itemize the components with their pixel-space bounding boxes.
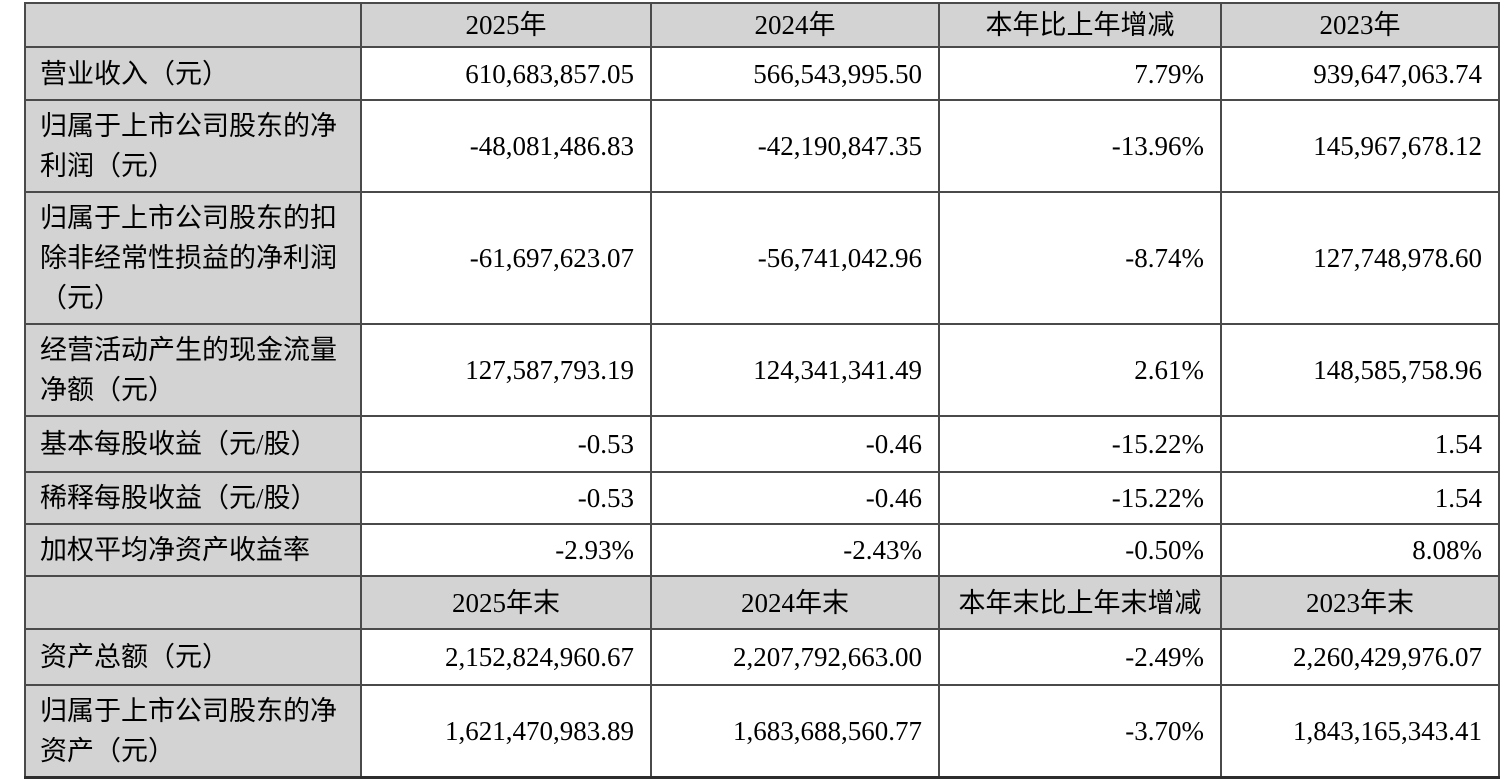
financial-summary-sheet: 2025年 2024年 本年比上年增减 2023年 营业收入（元） 610,68… — [24, 2, 1500, 779]
value-change: -0.50% — [938, 523, 1222, 577]
value-2024: -0.46 — [650, 471, 940, 525]
annual-header-2024: 2024年 — [650, 2, 940, 48]
value-2024: 124,341,341.49 — [650, 323, 940, 417]
row-label: 经营活动产生的现金流量净额（元） — [24, 323, 362, 417]
value-2025: 127,587,793.19 — [360, 323, 652, 417]
key-financials-table: 2025年 2024年 本年比上年增减 2023年 营业收入（元） 610,68… — [24, 2, 1500, 779]
annual-header-2025: 2025年 — [360, 2, 652, 48]
row-label: 归属于上市公司股东的净资产（元） — [24, 684, 362, 779]
eoy-header-row: 2025年末 2024年末 本年末比上年末增减 2023年末 — [24, 575, 1500, 630]
value-change: -8.74% — [938, 191, 1222, 325]
value-2024: -56,741,042.96 — [650, 191, 940, 325]
table-row-total-assets: 资产总额（元） 2,152,824,960.67 2,207,792,663.0… — [24, 628, 1500, 686]
annual-header-row: 2025年 2024年 本年比上年增减 2023年 — [24, 2, 1500, 48]
annual-header-2023: 2023年 — [1220, 2, 1500, 48]
row-label: 基本每股收益（元/股） — [24, 415, 362, 473]
value-change: 2.61% — [938, 323, 1222, 417]
row-label: 营业收入（元） — [24, 46, 362, 101]
value-2023: 148,585,758.96 — [1220, 323, 1500, 417]
value-change: -2.49% — [938, 628, 1222, 686]
value-2024: -2.43% — [650, 523, 940, 577]
eoy-header-2023: 2023年末 — [1220, 575, 1500, 630]
value-2023: 145,967,678.12 — [1220, 99, 1500, 193]
eoy-header-blank — [24, 575, 362, 630]
value-2024: -0.46 — [650, 415, 940, 473]
value-2023: 2,260,429,976.07 — [1220, 628, 1500, 686]
value-2024: -42,190,847.35 — [650, 99, 940, 193]
value-change: 7.79% — [938, 46, 1222, 101]
table-row-net-assets: 归属于上市公司股东的净资产（元） 1,621,470,983.89 1,683,… — [24, 684, 1500, 779]
value-2025: 2,152,824,960.67 — [360, 628, 652, 686]
value-change: -13.96% — [938, 99, 1222, 193]
table-row-operating-cash-flow: 经营活动产生的现金流量净额（元） 127,587,793.19 124,341,… — [24, 323, 1500, 417]
row-label: 加权平均净资产收益率 — [24, 523, 362, 577]
value-2023: 939,647,063.74 — [1220, 46, 1500, 101]
value-2025: 1,621,470,983.89 — [360, 684, 652, 779]
eoy-header-2024: 2024年末 — [650, 575, 940, 630]
table-row-deducted-net-profit: 归属于上市公司股东的扣除非经常性损益的净利润（元） -61,697,623.07… — [24, 191, 1500, 325]
value-2023: 8.08% — [1220, 523, 1500, 577]
value-2023: 1.54 — [1220, 415, 1500, 473]
value-2024: 1,683,688,560.77 — [650, 684, 940, 779]
annual-header-change: 本年比上年增减 — [938, 2, 1222, 48]
eoy-header-change: 本年末比上年末增减 — [938, 575, 1222, 630]
value-change: -15.22% — [938, 471, 1222, 525]
value-2023: 127,748,978.60 — [1220, 191, 1500, 325]
value-2023: 1,843,165,343.41 — [1220, 684, 1500, 779]
value-change: -3.70% — [938, 684, 1222, 779]
value-change: -15.22% — [938, 415, 1222, 473]
value-2023: 1.54 — [1220, 471, 1500, 525]
value-2025: 610,683,857.05 — [360, 46, 652, 101]
value-2025: -48,081,486.83 — [360, 99, 652, 193]
value-2024: 2,207,792,663.00 — [650, 628, 940, 686]
value-2024: 566,543,995.50 — [650, 46, 940, 101]
row-label: 归属于上市公司股东的净利润（元） — [24, 99, 362, 193]
table-row-weighted-avg-roe: 加权平均净资产收益率 -2.93% -2.43% -0.50% 8.08% — [24, 523, 1500, 577]
table-row-diluted-eps: 稀释每股收益（元/股） -0.53 -0.46 -15.22% 1.54 — [24, 471, 1500, 525]
row-label: 资产总额（元） — [24, 628, 362, 686]
row-label: 归属于上市公司股东的扣除非经常性损益的净利润（元） — [24, 191, 362, 325]
eoy-header-2025: 2025年末 — [360, 575, 652, 630]
row-label: 稀释每股收益（元/股） — [24, 471, 362, 525]
value-2025: -0.53 — [360, 415, 652, 473]
value-2025: -0.53 — [360, 471, 652, 525]
annual-header-blank — [24, 2, 362, 48]
value-2025: -61,697,623.07 — [360, 191, 652, 325]
table-row-basic-eps: 基本每股收益（元/股） -0.53 -0.46 -15.22% 1.54 — [24, 415, 1500, 473]
value-2025: -2.93% — [360, 523, 652, 577]
table-row-net-profit: 归属于上市公司股东的净利润（元） -48,081,486.83 -42,190,… — [24, 99, 1500, 193]
table-row-revenue: 营业收入（元） 610,683,857.05 566,543,995.50 7.… — [24, 46, 1500, 101]
